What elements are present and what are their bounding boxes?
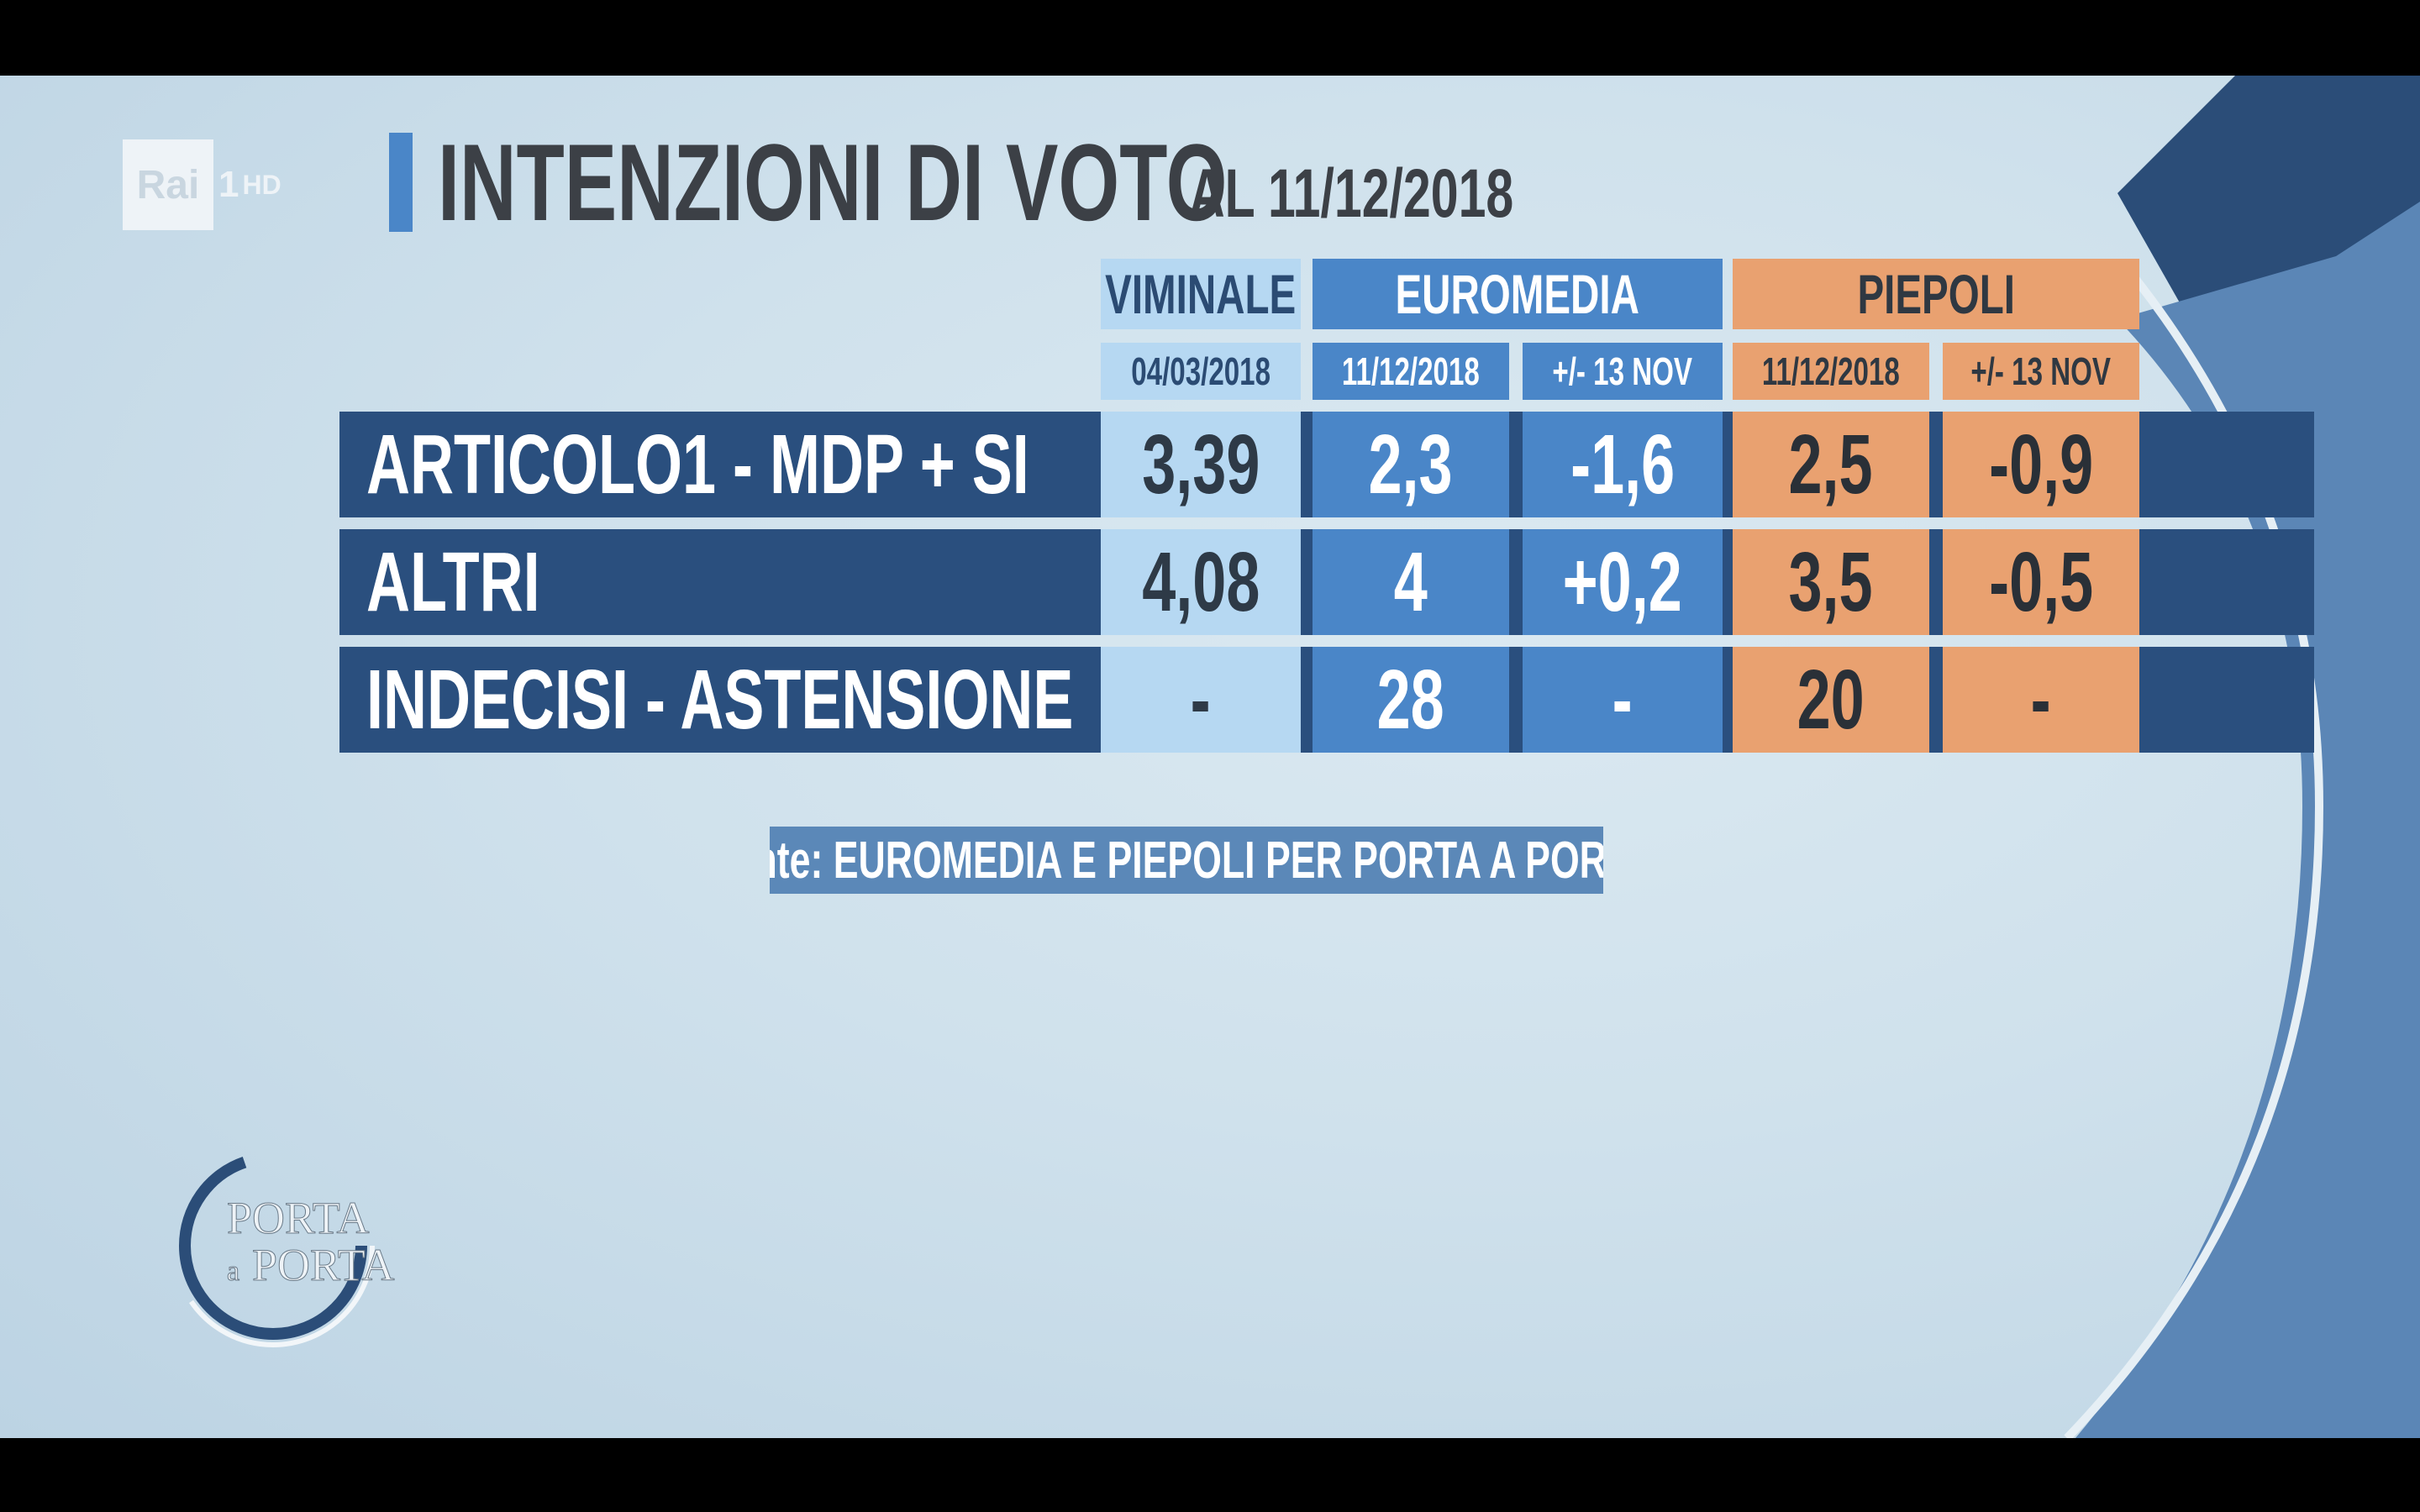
title-block: INTENZIONI DI VOTO	[389, 128, 1534, 237]
channel-logo: Rai 1 HD	[123, 139, 281, 230]
logo-line1: PORTA	[227, 1193, 369, 1243]
cell-euromedia-text: 2,3	[1368, 417, 1454, 512]
header-piepoli: PIEPOLI	[1733, 259, 2139, 329]
title-accent-bar	[389, 133, 413, 232]
cell-piepoli-text: 3,5	[1788, 534, 1874, 629]
broadcast-screen: Rai 1 HD INTENZIONI DI VOTO AL 11/12/201…	[0, 76, 2420, 1438]
subheader-viminale-date-text: 04/03/2018	[1131, 349, 1270, 393]
cell-euromedia: 2,3	[1313, 412, 1509, 517]
channel-hd: HD	[242, 169, 281, 200]
logo-line2: a	[227, 1256, 239, 1287]
cell-piepoli-delta-text: -0,9	[1988, 417, 2094, 512]
page-subtitle: AL 11/12/2018	[1189, 155, 1514, 232]
cell-piepoli-text: 2,5	[1788, 417, 1874, 512]
cell-piepoli: 3,5	[1733, 529, 1929, 635]
source-caption-text: fonte: EUROMEDIA E PIEPOLI PER PORTA A P…	[770, 831, 1603, 890]
cell-viminale-text: 3,39	[1141, 417, 1260, 512]
subheader-piepoli-date: 11/12/2018	[1733, 343, 1929, 400]
cell-viminale: 4,08	[1101, 529, 1301, 635]
cell-euromedia-delta: +0,2	[1523, 529, 1723, 635]
header-viminale-label: VIMINALE	[1105, 263, 1297, 325]
cell-euromedia-delta-text: +0,2	[1562, 534, 1683, 629]
porta-a-porta-logo: PORTA a PORTA	[171, 1144, 395, 1347]
channel-number: 1	[218, 164, 239, 205]
page-title: INTENZIONI DI VOTO	[438, 121, 1228, 244]
subheader-piepoli-date-text: 11/12/2018	[1762, 349, 1900, 393]
logo-ring-light	[171, 1144, 375, 1347]
cell-euromedia-text: 4	[1393, 534, 1428, 629]
cell-piepoli-delta-text: -	[2031, 652, 2051, 747]
header-euromedia-label: EUROMEDIA	[1395, 263, 1640, 325]
row-label: INDECISI - ASTENSIONE	[339, 647, 1096, 753]
subheader-euromedia-delta-text: +/- 13 NOV	[1552, 349, 1693, 393]
cell-viminale: -	[1101, 647, 1301, 753]
cell-piepoli: 2,5	[1733, 412, 1929, 517]
header-piepoli-label: PIEPOLI	[1857, 263, 2015, 325]
subheader-piepoli-delta-text: +/- 13 NOV	[1970, 349, 2112, 393]
cell-piepoli-delta-text: -0,5	[1988, 534, 2094, 629]
header-viminale: VIMINALE	[1101, 259, 1301, 329]
cell-euromedia-delta: -	[1523, 647, 1723, 753]
row-label: ALTRI	[339, 529, 1096, 635]
cell-piepoli: 20	[1733, 647, 1929, 753]
mid-arc-shape	[2075, 202, 2420, 1438]
cell-euromedia: 28	[1313, 647, 1509, 753]
cell-euromedia-delta-text: -1,6	[1570, 417, 1676, 512]
cell-piepoli-delta: -0,5	[1943, 529, 2139, 635]
cell-euromedia: 4	[1313, 529, 1509, 635]
cell-piepoli-delta: -	[1943, 647, 2139, 753]
cell-euromedia-text: 28	[1376, 652, 1445, 747]
cell-euromedia-delta-text: -	[1612, 652, 1633, 747]
row-label-text: INDECISI - ASTENSIONE	[366, 652, 1074, 747]
subheader-viminale-date: 04/03/2018	[1101, 343, 1301, 400]
source-caption: fonte: EUROMEDIA E PIEPOLI PER PORTA A P…	[770, 827, 1603, 894]
row-label-text: ALTRI	[366, 534, 540, 629]
subheader-euromedia-delta: +/- 13 NOV	[1523, 343, 1723, 400]
subheader-euromedia-date: 11/12/2018	[1313, 343, 1509, 400]
cell-piepoli-text: 20	[1797, 652, 1865, 747]
cell-piepoli-delta: -0,9	[1943, 412, 2139, 517]
cell-euromedia-delta: -1,6	[1523, 412, 1723, 517]
logo-ring-dark	[179, 1152, 367, 1340]
row-label: ARTICOLO1 - MDP + SI	[339, 412, 1096, 517]
rai-brand-box: Rai	[123, 139, 213, 230]
cell-viminale-text: 4,08	[1141, 534, 1260, 629]
cell-viminale-text: -	[1191, 652, 1211, 747]
logo-line3: PORTA	[252, 1240, 394, 1290]
row-label-text: ARTICOLO1 - MDP + SI	[366, 417, 1029, 512]
rai-brand-text: Rai	[136, 162, 200, 207]
subheader-piepoli-delta: +/- 13 NOV	[1943, 343, 2139, 400]
subheader-euromedia-date-text: 11/12/2018	[1342, 349, 1480, 393]
header-euromedia: EUROMEDIA	[1313, 259, 1723, 329]
cell-viminale: 3,39	[1101, 412, 1301, 517]
